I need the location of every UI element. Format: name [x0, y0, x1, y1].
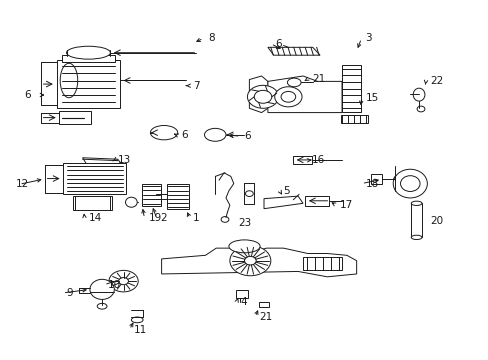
Text: 21: 21 — [311, 74, 325, 84]
Text: 18: 18 — [365, 179, 378, 189]
Circle shape — [281, 91, 295, 102]
Ellipse shape — [416, 106, 424, 112]
Text: 16: 16 — [311, 155, 325, 165]
Bar — [410, 203, 421, 237]
Ellipse shape — [221, 217, 228, 222]
Polygon shape — [267, 47, 320, 55]
Polygon shape — [267, 76, 341, 113]
Polygon shape — [82, 158, 123, 166]
Bar — [61, 55, 115, 62]
Ellipse shape — [287, 78, 301, 87]
Text: 1: 1 — [193, 213, 200, 223]
Text: 2: 2 — [160, 213, 167, 223]
Ellipse shape — [412, 88, 424, 101]
Bar — [340, 116, 367, 123]
Ellipse shape — [392, 169, 427, 198]
Bar — [73, 196, 112, 211]
Text: 10: 10 — [108, 280, 121, 290]
Bar — [167, 184, 189, 210]
Polygon shape — [161, 248, 356, 277]
Ellipse shape — [60, 63, 78, 98]
Ellipse shape — [400, 176, 419, 192]
Text: 11: 11 — [133, 325, 146, 334]
Circle shape — [247, 85, 278, 108]
Polygon shape — [264, 196, 303, 209]
Text: 19: 19 — [148, 213, 162, 223]
Text: 4: 4 — [240, 297, 247, 307]
Text: 12: 12 — [15, 179, 28, 189]
Text: 8: 8 — [207, 33, 214, 43]
Bar — [341, 65, 360, 112]
Bar — [142, 184, 160, 206]
Circle shape — [274, 87, 302, 107]
Text: 21: 21 — [259, 312, 272, 322]
Circle shape — [254, 90, 271, 103]
Text: 6: 6 — [181, 130, 187, 140]
Ellipse shape — [204, 129, 225, 141]
Bar — [63, 163, 126, 194]
Bar — [59, 111, 91, 125]
Text: 6: 6 — [24, 90, 31, 100]
Ellipse shape — [150, 126, 177, 140]
Ellipse shape — [410, 235, 421, 239]
Text: 6: 6 — [244, 131, 251, 141]
Text: 22: 22 — [429, 76, 442, 86]
Circle shape — [119, 278, 128, 285]
Ellipse shape — [228, 240, 260, 253]
Ellipse shape — [90, 279, 114, 300]
Ellipse shape — [125, 197, 137, 207]
Text: 7: 7 — [193, 81, 200, 91]
Bar — [57, 60, 120, 108]
Text: 3: 3 — [365, 33, 371, 43]
Text: 23: 23 — [238, 218, 251, 228]
Bar — [370, 174, 381, 184]
Text: 15: 15 — [365, 93, 378, 103]
Text: 20: 20 — [429, 216, 442, 226]
Circle shape — [229, 246, 270, 276]
Text: 9: 9 — [66, 288, 73, 298]
Circle shape — [109, 270, 138, 292]
Bar — [305, 196, 328, 206]
Bar — [303, 257, 341, 270]
Bar — [259, 302, 268, 307]
Ellipse shape — [97, 303, 107, 309]
Text: 17: 17 — [339, 200, 352, 210]
Text: 6: 6 — [275, 39, 281, 49]
Text: 13: 13 — [118, 154, 131, 165]
Polygon shape — [249, 76, 267, 113]
Bar — [235, 291, 247, 298]
Text: 14: 14 — [88, 213, 102, 223]
Ellipse shape — [410, 201, 421, 206]
Text: 5: 5 — [283, 186, 289, 196]
Ellipse shape — [245, 191, 253, 197]
Circle shape — [244, 256, 256, 265]
Ellipse shape — [393, 175, 405, 184]
Ellipse shape — [66, 46, 110, 59]
Bar — [293, 156, 311, 164]
Ellipse shape — [131, 317, 143, 323]
